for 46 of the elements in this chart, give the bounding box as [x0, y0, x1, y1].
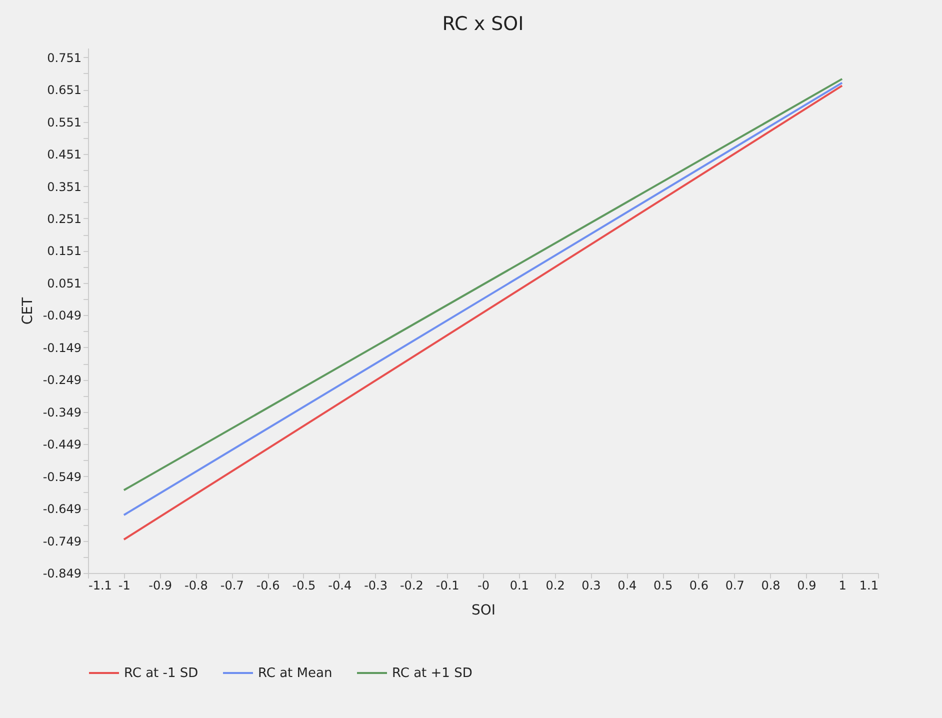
y-tick-label: 0.251 [47, 212, 82, 226]
x-tick-label: -0.9 [148, 578, 172, 592]
x-tick-label: 0.9 [797, 578, 816, 592]
y-tick-label: -0.049 [42, 308, 82, 323]
y-tick-label: -0.849 [42, 566, 82, 580]
y-tick-label: -0.449 [42, 438, 82, 452]
x-tick-label: 0.6 [689, 578, 708, 592]
x-tick-label: -1 [118, 578, 130, 592]
x-tick-label: 0.3 [582, 578, 601, 592]
y-tick-label: -0.349 [42, 405, 82, 420]
x-tick-label: 0.1 [510, 578, 529, 592]
y-axis-title: CET [20, 296, 36, 325]
chart-title: RC x SOI [442, 13, 524, 35]
y-tick-label: -0.749 [42, 534, 82, 548]
y-tick-label: -0.149 [42, 340, 82, 355]
y-tick-label: -0.649 [42, 502, 82, 516]
x-tick-label: 0.4 [618, 578, 637, 592]
x-tick-label: -0.4 [328, 578, 352, 592]
x-tick-label: -0 [478, 578, 490, 592]
y-tick-label: 0.051 [47, 276, 82, 290]
x-tick-label: -0.5 [292, 578, 316, 592]
y-tick-label: 0.551 [47, 115, 82, 130]
x-tick-label: -0.3 [364, 578, 388, 592]
legend-label: RC at Mean [258, 666, 332, 681]
x-tick-label: 0.8 [761, 578, 780, 592]
x-tick-label: -0.8 [184, 578, 208, 592]
x-tick-label: -1.1 [88, 578, 112, 592]
y-tick-label: 0.651 [47, 83, 82, 98]
x-tick-label: -0.6 [256, 578, 280, 592]
y-tick-label: 0.151 [47, 244, 82, 258]
y-tick-label: 0.751 [47, 50, 82, 65]
y-tick-label: -0.249 [42, 373, 82, 388]
y-tick-label: 0.451 [47, 148, 82, 162]
x-tick-label: 0.5 [654, 578, 673, 592]
x-axis-title: SOI [471, 602, 496, 618]
y-tick-label: -0.549 [42, 470, 82, 484]
x-tick-label: 1 [838, 578, 846, 592]
x-tick-label: 0.7 [725, 578, 744, 592]
legend-label: RC at +1 SD [392, 666, 472, 681]
y-tick-label: 0.351 [47, 180, 82, 194]
x-tick-label: 0.2 [546, 578, 565, 592]
x-tick-label: -0.2 [400, 578, 424, 592]
x-tick-label: -0.7 [220, 578, 244, 592]
x-tick-label: -0.1 [436, 578, 460, 592]
legend-label: RC at -1 SD [124, 666, 198, 681]
x-tick-label: 1.1 [859, 578, 878, 592]
